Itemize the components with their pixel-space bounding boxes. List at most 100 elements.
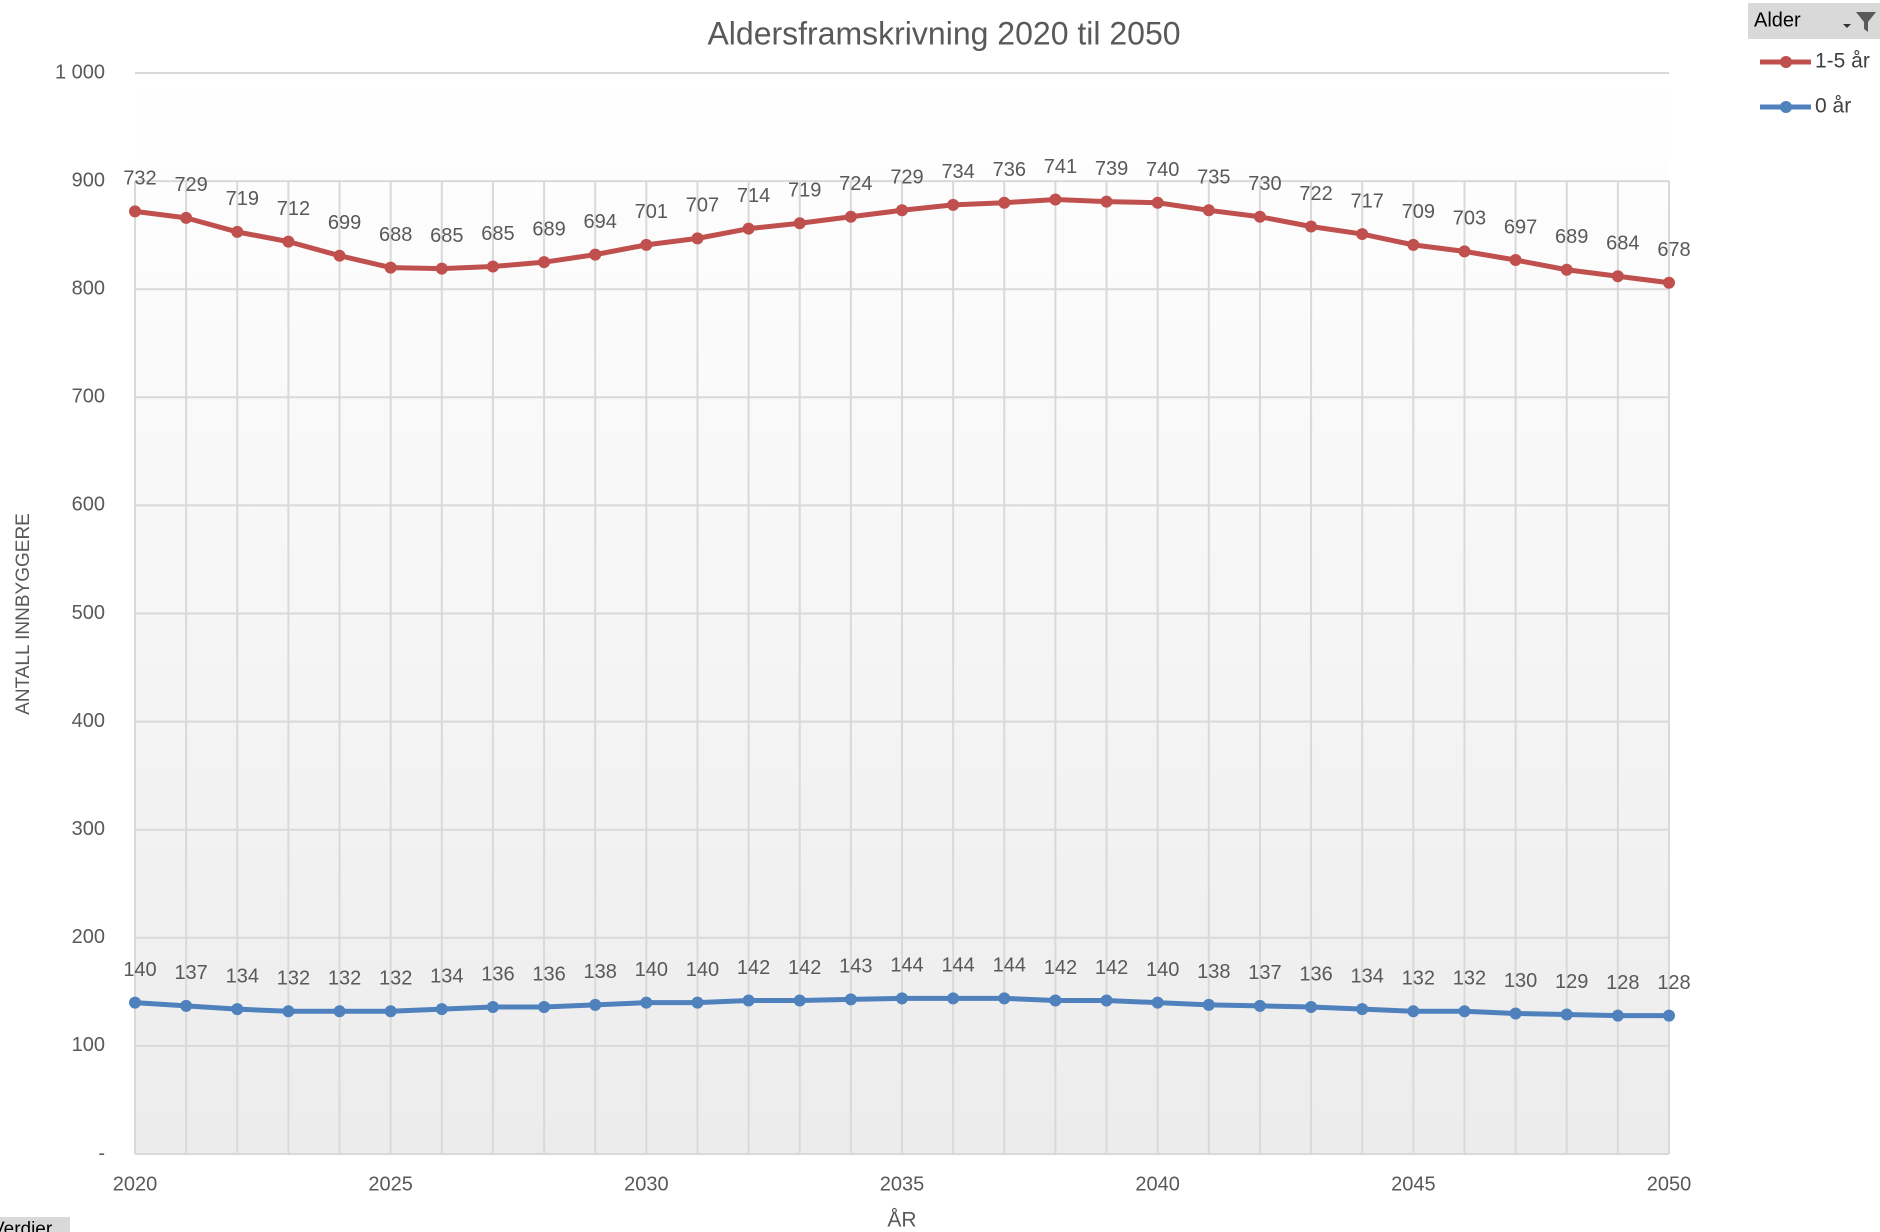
- legend-field-button[interactable]: [1748, 3, 1880, 39]
- values-button-label[interactable]: Verdier: [0, 1219, 53, 1232]
- data-point: [1356, 228, 1369, 241]
- data-label: 735: [1197, 167, 1230, 189]
- data-label: 140: [686, 959, 719, 981]
- data-point: [742, 994, 755, 1007]
- data-label: 134: [430, 965, 463, 987]
- y-tick-label: 200: [72, 926, 105, 948]
- data-label: 138: [1197, 961, 1230, 983]
- data-point: [793, 217, 806, 230]
- data-point: [998, 196, 1011, 209]
- data-label: 685: [481, 223, 514, 245]
- data-point: [1509, 254, 1522, 267]
- data-label: 136: [532, 963, 565, 985]
- data-label: 136: [481, 963, 514, 985]
- data-label: 678: [1657, 239, 1690, 261]
- data-point: [180, 211, 193, 224]
- data-label: 701: [635, 201, 668, 223]
- data-point: [1049, 994, 1062, 1007]
- data-label: 128: [1606, 972, 1639, 994]
- data-label: 736: [993, 159, 1026, 181]
- y-tick-label: 600: [72, 494, 105, 516]
- data-point: [1253, 210, 1266, 223]
- data-point: [486, 260, 499, 273]
- data-label: 741: [1044, 156, 1077, 178]
- legend-title[interactable]: Alder: [1754, 9, 1801, 31]
- data-point: [282, 1005, 295, 1018]
- data-point: [1611, 1009, 1624, 1022]
- data-label: 684: [1606, 233, 1639, 255]
- data-label: 688: [379, 224, 412, 246]
- data-point: [1305, 220, 1318, 233]
- data-label: 144: [890, 955, 923, 977]
- data-point: [1560, 1008, 1573, 1021]
- data-label: 142: [1044, 957, 1077, 979]
- data-point: [1458, 245, 1471, 258]
- data-point: [1202, 204, 1215, 217]
- data-label: 136: [1299, 963, 1332, 985]
- data-label: 730: [1248, 173, 1281, 195]
- y-tick-label: 400: [72, 710, 105, 732]
- data-point: [1049, 193, 1062, 206]
- data-label: 707: [686, 195, 719, 217]
- data-label: 142: [788, 957, 821, 979]
- data-point: [1151, 196, 1164, 209]
- data-label: 132: [277, 968, 310, 990]
- data-point: [384, 261, 397, 274]
- data-label: 140: [635, 959, 668, 981]
- data-point: [384, 1005, 397, 1018]
- data-point: [1611, 270, 1624, 283]
- data-point: [1560, 263, 1573, 276]
- data-label: 734: [941, 161, 974, 183]
- data-point: [538, 1000, 551, 1013]
- data-point: [1407, 1005, 1420, 1018]
- data-label: 144: [993, 955, 1026, 977]
- data-label: 130: [1504, 970, 1537, 992]
- data-label: 709: [1402, 201, 1435, 223]
- data-label: 732: [123, 168, 156, 190]
- values-field-button[interactable]: [0, 1217, 70, 1232]
- data-label: 140: [123, 959, 156, 981]
- data-label: 134: [226, 965, 259, 987]
- data-label: 689: [1555, 226, 1588, 248]
- x-tick-label: 2050: [1647, 1173, 1692, 1195]
- data-label: 739: [1095, 158, 1128, 180]
- data-point: [998, 992, 1011, 1005]
- x-tick-label: 2040: [1135, 1173, 1180, 1195]
- data-label: 132: [379, 968, 412, 990]
- data-point: [435, 262, 448, 275]
- data-label: 685: [430, 225, 463, 247]
- data-label: 142: [1095, 957, 1128, 979]
- data-point: [589, 248, 602, 261]
- data-point: [486, 1000, 499, 1013]
- data-label: 719: [226, 188, 259, 210]
- data-point: [333, 1005, 346, 1018]
- filter-icon[interactable]: [1856, 12, 1876, 32]
- data-point: [1458, 1005, 1471, 1018]
- dropdown-icon[interactable]: [1843, 24, 1851, 28]
- y-tick-label: -: [98, 1142, 105, 1164]
- data-label: 729: [174, 174, 207, 196]
- data-point: [231, 1003, 244, 1016]
- data-label: 740: [1146, 159, 1179, 181]
- data-label: 699: [328, 212, 361, 234]
- y-tick-label: 100: [72, 1034, 105, 1056]
- data-label: 719: [788, 180, 821, 202]
- data-label: 128: [1657, 972, 1690, 994]
- data-label: 712: [277, 198, 310, 220]
- data-point: [333, 249, 346, 262]
- x-axis-label: ÅR: [887, 1209, 916, 1232]
- x-tick-label: 2045: [1391, 1173, 1436, 1195]
- data-point: [231, 225, 244, 238]
- data-point: [589, 998, 602, 1011]
- y-axis-label: ANTALL INNBYGGERE: [13, 513, 34, 715]
- data-point: [1253, 999, 1266, 1012]
- x-tick-label: 2025: [368, 1173, 413, 1195]
- data-point: [947, 198, 960, 211]
- data-point: [435, 1003, 448, 1016]
- data-point: [691, 232, 704, 245]
- data-point: [1663, 276, 1675, 289]
- data-point: [1356, 1003, 1369, 1016]
- data-label: 722: [1299, 183, 1332, 205]
- y-tick-label: 800: [72, 277, 105, 299]
